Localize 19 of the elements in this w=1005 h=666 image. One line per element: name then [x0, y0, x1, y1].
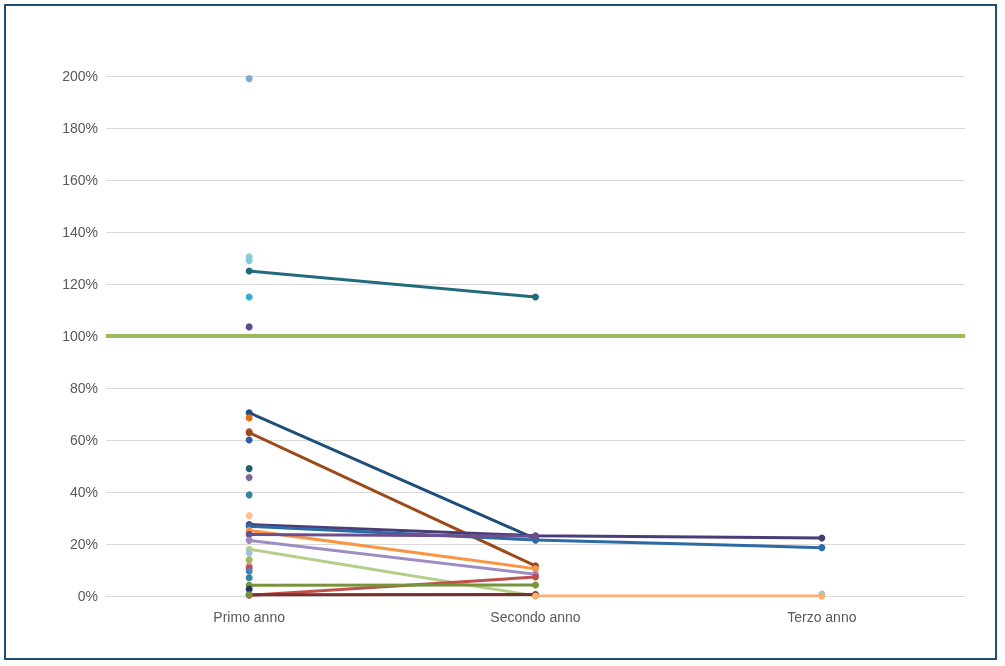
point — [818, 544, 826, 552]
y-tick-label: 20% — [69, 536, 98, 552]
point — [245, 530, 253, 538]
y-tick-label: 120% — [62, 276, 98, 292]
x-tick-label: Secondo anno — [490, 609, 581, 625]
y-tick-label: 140% — [62, 224, 98, 240]
y-tick-label: 100% — [62, 328, 98, 344]
point — [532, 293, 539, 301]
y-tick-label: 80% — [69, 380, 98, 396]
point — [245, 536, 253, 544]
x-tick-label: Terzo anno — [787, 609, 857, 625]
y-tick-label: 0% — [77, 588, 98, 604]
x-tick-label: Primo anno — [213, 609, 286, 625]
point — [532, 581, 539, 589]
y-tick-label: 180% — [62, 120, 98, 136]
y-tick-label: 160% — [62, 172, 98, 188]
y-tick-label: 40% — [69, 484, 98, 500]
y-tick-label: 60% — [69, 432, 98, 448]
y-tick-label: 200% — [62, 68, 98, 84]
